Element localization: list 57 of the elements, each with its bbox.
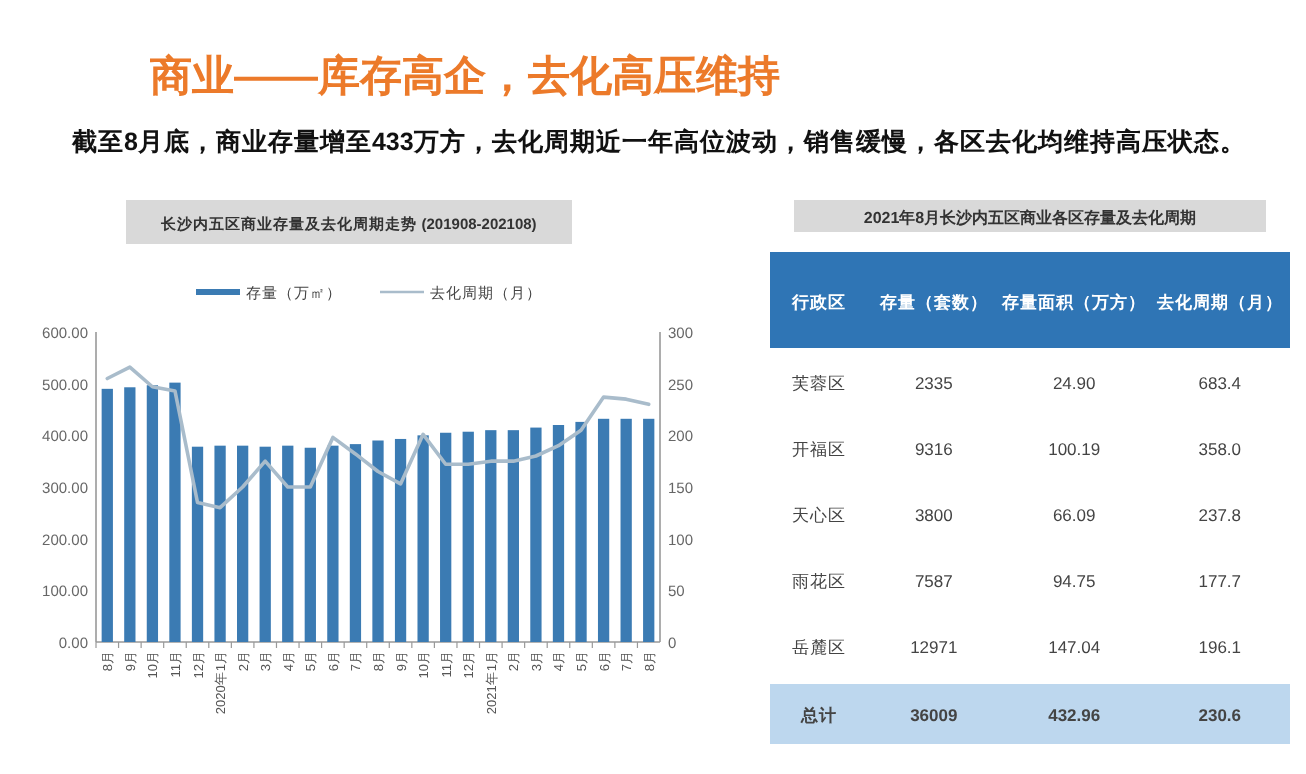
text: 9316 — [914, 439, 954, 459]
bar — [191, 446, 204, 642]
bar — [214, 445, 226, 642]
text: 683.4 — [1198, 373, 1242, 393]
text: 3800 — [914, 505, 954, 525]
text: 196.1 — [1198, 637, 1242, 657]
bar — [507, 430, 519, 642]
bar — [372, 440, 384, 642]
bar — [597, 418, 610, 642]
bar — [440, 432, 452, 642]
text: 商业——库存高企，去化高压维持 — [148, 52, 780, 100]
text: 总计 — [799, 705, 838, 725]
text: 截至8月底，商业存量增至433万方，去化周期近一年高位波动，销售缓慢，各区去化均维持高压状态。 — [70, 126, 1246, 156]
bar — [643, 418, 655, 642]
text: 2021年8月长沙内五区商业各区存量及去化周期 — [863, 207, 1197, 227]
bar — [146, 385, 159, 642]
bar — [462, 431, 474, 642]
bar — [349, 444, 362, 642]
line-series — [105, 365, 651, 510]
text: 12971 — [910, 637, 958, 657]
text: 94.75 — [1052, 571, 1097, 591]
text: 去化周期（月） — [1154, 292, 1283, 312]
text: 存量（套数） — [877, 292, 988, 312]
text: 芙蓉区 — [792, 373, 847, 393]
bar — [620, 418, 632, 642]
bar — [124, 387, 136, 642]
text: 行政区 — [790, 292, 847, 312]
bar — [394, 438, 407, 642]
text: 雨花区 — [792, 571, 847, 591]
bar — [169, 382, 181, 642]
text: 36009 — [910, 705, 958, 725]
bar — [101, 388, 113, 642]
text: 230.6 — [1198, 705, 1242, 725]
bar — [575, 421, 587, 642]
text: 237.8 — [1198, 505, 1242, 525]
text: 开福区 — [792, 439, 847, 459]
text: 7587 — [914, 571, 954, 591]
text: 岳麓区 — [792, 637, 847, 657]
bar — [304, 447, 316, 642]
text: 147.04 — [1048, 637, 1101, 657]
bar — [327, 445, 339, 642]
bar — [530, 427, 542, 642]
text: 432.96 — [1048, 705, 1101, 725]
bar — [282, 445, 294, 642]
text: 存量面积（万方） — [1000, 292, 1147, 312]
text: 100.19 — [1048, 439, 1101, 459]
text: 2335 — [914, 373, 954, 393]
text: 358.0 — [1198, 439, 1242, 459]
bar — [552, 425, 565, 642]
text: 天心区 — [792, 505, 847, 525]
bar — [259, 446, 271, 642]
bar — [417, 435, 429, 642]
bar — [485, 430, 497, 642]
text: 66.09 — [1052, 505, 1097, 525]
text: 177.7 — [1198, 571, 1242, 591]
bar — [237, 445, 249, 642]
text: 24.90 — [1052, 373, 1097, 393]
